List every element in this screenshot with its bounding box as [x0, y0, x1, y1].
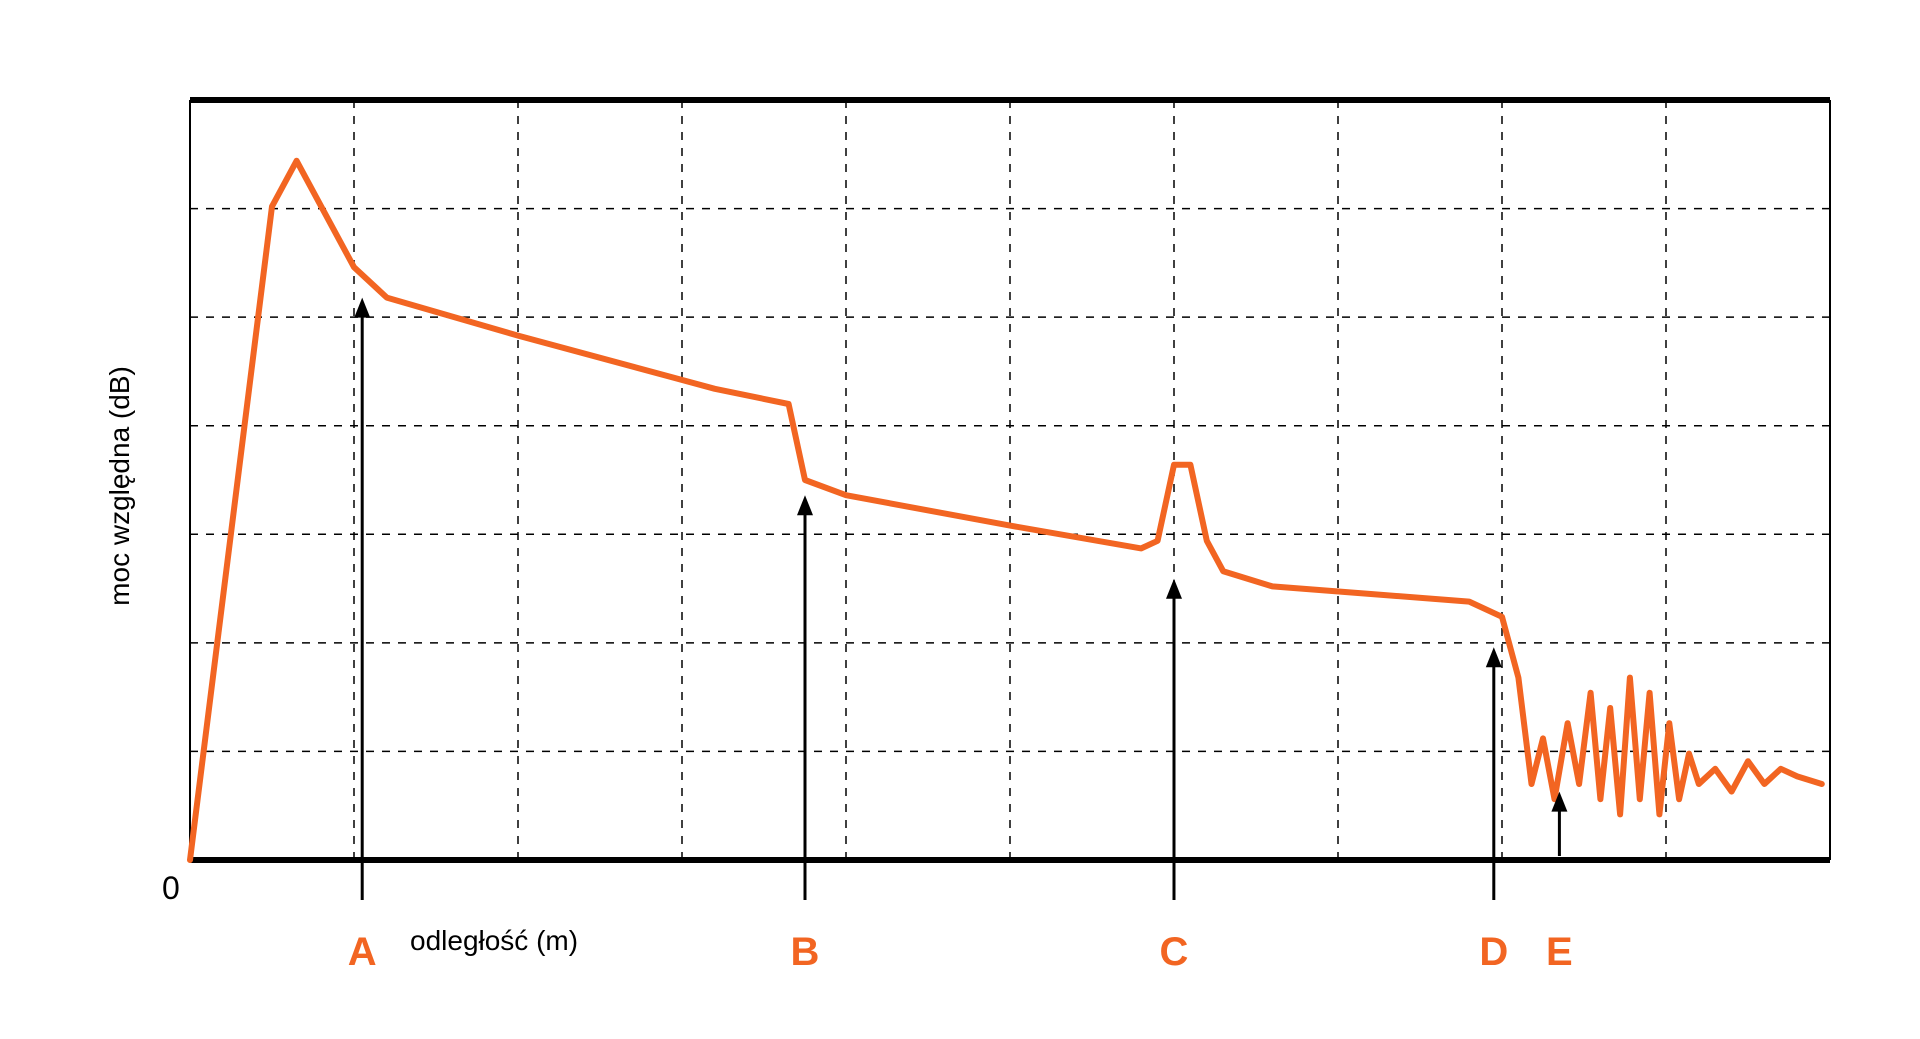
- marker-arrow-head: [354, 298, 370, 318]
- marker-label-b: B: [791, 930, 820, 975]
- marker-label-e: E: [1546, 930, 1573, 975]
- marker-arrow-head: [1166, 579, 1182, 599]
- y-axis-label: moc względna (dB): [104, 356, 136, 616]
- chart-svg: [0, 0, 1920, 1039]
- marker-arrow-head: [1486, 647, 1502, 667]
- x-axis-label: odległość (m): [410, 925, 578, 957]
- marker-label-c: C: [1160, 930, 1189, 975]
- otdr-chart: moc względna (dB) 0 odległość (m) A B C DE: [0, 0, 1920, 1039]
- marker-label-a: A: [348, 930, 377, 975]
- marker-label-d: D: [1479, 930, 1508, 975]
- origin-label: 0: [162, 870, 180, 907]
- marker-arrow-head: [797, 495, 813, 515]
- trace-line: [190, 161, 1822, 860]
